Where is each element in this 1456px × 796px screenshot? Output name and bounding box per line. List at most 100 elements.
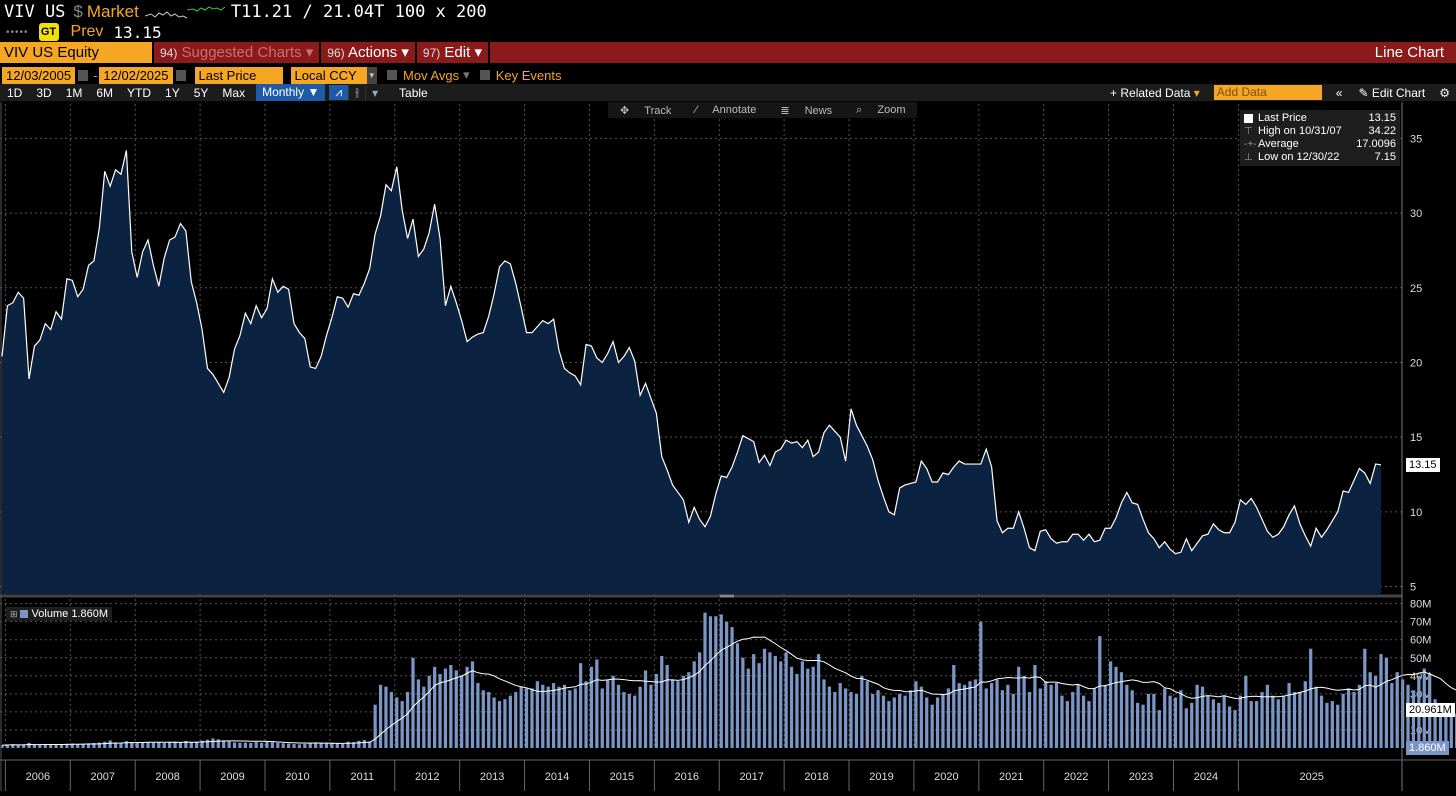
- chevron-down-icon: ▾: [1193, 85, 1200, 100]
- legend-high: ⊤ High on 10/31/07 34.22: [1244, 125, 1396, 138]
- period-1d[interactable]: 1D: [7, 85, 23, 100]
- volume-bar: [768, 652, 772, 748]
- price-tick-label: 15: [1410, 432, 1422, 444]
- volume-bar: [1449, 708, 1453, 748]
- expand-icon[interactable]: ⊞: [10, 608, 18, 619]
- volume-bar: [519, 686, 523, 748]
- calendar-icon[interactable]: [175, 69, 186, 81]
- news-label: News: [804, 104, 833, 117]
- price-volume-chart[interactable]: 510152025303510M20M30M40M50M60M70M80M200…: [0, 102, 1456, 791]
- volume-bar: [762, 648, 767, 748]
- period-5y[interactable]: 5Y: [193, 85, 209, 100]
- x-tick-label: 2017: [739, 771, 763, 783]
- chart-area[interactable]: 510152025303510M20M30M40M50M60M70M80M200…: [0, 102, 1456, 791]
- key-events-checkbox[interactable]: [479, 70, 490, 80]
- volume-bar: [92, 742, 96, 748]
- chevron-down-icon[interactable]: ▾: [365, 85, 384, 100]
- gear-icon[interactable]: ⚙: [1439, 85, 1450, 100]
- volume-bar: [460, 675, 464, 748]
- legend-last-price: Last Price 13.15: [1244, 112, 1396, 125]
- menu-spacer: [487, 42, 1375, 63]
- volume-bar: [168, 741, 172, 748]
- line-chart-icon[interactable]: ⩘: [329, 85, 349, 100]
- volume-bar: [784, 652, 788, 748]
- calendar-icon[interactable]: [78, 69, 89, 81]
- period-1y[interactable]: 1Y: [165, 85, 180, 100]
- menu-dots-icon[interactable]: •••••: [6, 26, 29, 38]
- volume-bar: [789, 666, 794, 748]
- volume-bar: [70, 743, 74, 748]
- period-max[interactable]: Max: [222, 85, 246, 100]
- key-events-label: Key Events: [495, 67, 562, 83]
- volume-bar: [22, 744, 26, 748]
- price-legend: Last Price 13.15 ⊤ High on 10/31/07 34.22 -…: [1240, 110, 1400, 166]
- volume-bar: [135, 743, 139, 748]
- chevron-down-icon[interactable]: ▾: [463, 67, 470, 82]
- volume-bar: [665, 664, 669, 748]
- add-data-input[interactable]: Add Data: [1213, 85, 1322, 100]
- suggested-charts-menu[interactable]: 94) Suggested Charts ▾: [152, 42, 319, 63]
- x-tick-label: 2023: [1129, 771, 1153, 783]
- volume-bar: [584, 681, 588, 748]
- end-date-input[interactable]: 12/02/2025: [99, 66, 173, 84]
- volume-legend: ⊞ Volume 1.860M: [6, 607, 113, 621]
- x-tick-label: 2018: [804, 771, 828, 783]
- period-1m[interactable]: 1M: [65, 85, 83, 100]
- search-icon: ⌕: [856, 103, 863, 116]
- actions-menu[interactable]: 96) Actions ▾: [319, 42, 415, 63]
- edit-menu[interactable]: 97) Edit ▾: [414, 42, 488, 63]
- volume-bar: [568, 690, 572, 748]
- volume-bar: [400, 701, 404, 748]
- volume-bar: [303, 743, 307, 748]
- volume-bar: [1200, 686, 1205, 748]
- zoom-tool[interactable]: ⌕ Zoom: [844, 104, 917, 117]
- legend-value: 17.0096: [1356, 138, 1396, 150]
- track-tool[interactable]: ✥ Track: [608, 104, 683, 117]
- volume-bar: [806, 668, 810, 748]
- volume-bar: [730, 627, 734, 748]
- related-data-button[interactable]: + Related Data ▾: [1102, 86, 1208, 100]
- currency-select[interactable]: Local CCY: [290, 66, 367, 84]
- gt-icon[interactable]: GT: [38, 23, 59, 41]
- security-field[interactable]: VIV US Equity: [0, 42, 152, 63]
- annotate-tool[interactable]: ∕ Annotate: [683, 104, 768, 116]
- period-6m[interactable]: 6M: [96, 85, 114, 100]
- volume-bar: [627, 693, 631, 748]
- collapse-icon[interactable]: «: [1335, 85, 1343, 100]
- volume-bar: [1044, 681, 1048, 748]
- mov-avgs-checkbox[interactable]: [387, 70, 398, 80]
- volume-bar: [1022, 675, 1026, 748]
- news-tool[interactable]: ≣ News: [768, 104, 844, 117]
- volume-bar: [319, 742, 323, 748]
- volume-bar: [76, 744, 80, 748]
- period-3d[interactable]: 3D: [36, 85, 52, 100]
- volume-bar: [633, 695, 637, 748]
- volume-bar: [995, 679, 999, 748]
- period-ytd[interactable]: YTD: [127, 85, 152, 100]
- volume-bar: [405, 692, 410, 748]
- volume-bar: [314, 742, 318, 748]
- volume-bar: [422, 686, 426, 748]
- volume-bar: [914, 681, 918, 748]
- volume-bar: [1346, 688, 1351, 748]
- edit-chart-button[interactable]: ✎ Edit Chart: [1350, 86, 1433, 100]
- volume-bar: [757, 663, 761, 748]
- volume-bar: [103, 741, 107, 748]
- volume-bar: [308, 743, 312, 748]
- table-button[interactable]: Table: [399, 85, 428, 100]
- volume-bar: [195, 741, 199, 748]
- chevron-down-icon[interactable]: ▾: [366, 66, 378, 84]
- frequency-select[interactable]: Monthly ▼: [256, 84, 326, 101]
- start-date-input[interactable]: 12/03/2005: [2, 66, 76, 84]
- x-tick-label: 2019: [869, 771, 893, 783]
- volume-bar: [481, 690, 485, 748]
- frequency-label: Monthly: [262, 85, 305, 99]
- price-tick-label: 25: [1410, 283, 1422, 295]
- volume-bar: [692, 661, 696, 748]
- volume-bar: [546, 686, 550, 748]
- field-input[interactable]: Last Price: [194, 66, 283, 84]
- volume-bar: [714, 616, 718, 748]
- volume-bar: [389, 692, 393, 748]
- volume-bar: [1271, 695, 1275, 748]
- bar-chart-icon[interactable]: ⫲: [348, 85, 365, 100]
